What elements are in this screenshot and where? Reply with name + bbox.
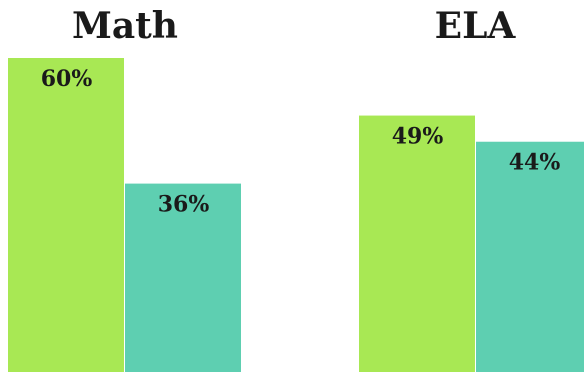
panel-title-ela: ELA: [435, 5, 517, 47]
bar-label-ela-1: 49%: [392, 124, 444, 150]
bar-math-1: [8, 58, 124, 372]
bar-label-ela-2: 44%: [509, 150, 561, 176]
bar-label-math-1: 60%: [41, 66, 93, 92]
panel-math: Math 60% 36%: [8, 5, 241, 372]
bar-ela-2: [476, 141, 584, 372]
bar-label-math-2: 36%: [158, 192, 210, 218]
panel-ela: ELA 49% 44%: [359, 5, 584, 373]
bar-math-2: [125, 183, 241, 372]
panel-title-math: Math: [72, 5, 178, 47]
bar-ela-1: [359, 115, 475, 373]
